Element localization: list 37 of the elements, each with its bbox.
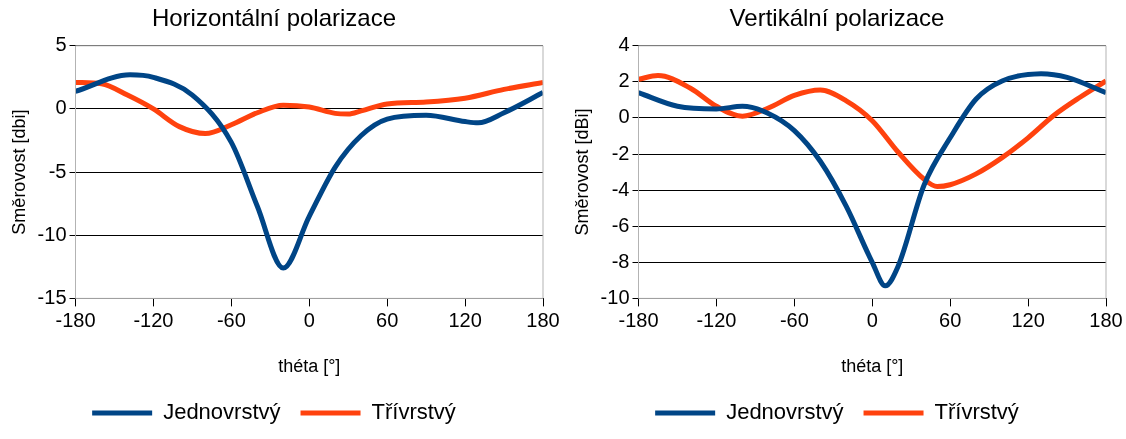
legend-label: Jednovrstvý xyxy=(163,399,281,425)
legend-label: Třívrstvý xyxy=(371,399,456,425)
y-tick-label: 0 xyxy=(618,105,630,128)
y-axis-title: Směrovost [dbi] xyxy=(8,109,29,235)
y-tick-label: -8 xyxy=(611,249,630,272)
x-tick-label: -180 xyxy=(618,308,659,331)
x-tick-label: -120 xyxy=(133,308,174,331)
x-tick-label: 180 xyxy=(526,308,560,331)
x-tick-label: 0 xyxy=(303,308,315,331)
y-tick-label: 0 xyxy=(55,96,67,119)
x-axis-title: théta [°] xyxy=(841,356,904,377)
x-tick-label: 0 xyxy=(866,308,878,331)
y-tick-label: -10 xyxy=(37,222,67,245)
y-tick-label: 5 xyxy=(55,33,67,56)
x-tick-label: 60 xyxy=(939,308,962,331)
y-tick-label: 4 xyxy=(618,33,630,56)
y-tick-label: -2 xyxy=(611,141,630,164)
y-tick-label: 2 xyxy=(618,69,630,92)
x-tick-label: -60 xyxy=(216,308,246,331)
y-tick-label: -6 xyxy=(611,213,630,236)
chart-title: Vertikální polarizace xyxy=(729,4,945,32)
x-axis-title: théta [°] xyxy=(278,356,341,377)
legend-label: Třívrstvý xyxy=(934,399,1019,425)
y-tick-label: -5 xyxy=(48,159,67,182)
legend-label: Jednovrstvý xyxy=(726,399,844,425)
x-tick-label: 60 xyxy=(376,308,399,331)
x-tick-label: -60 xyxy=(779,308,809,331)
y-tick-label: -15 xyxy=(37,285,67,308)
x-tick-label: -180 xyxy=(55,308,96,331)
chart-title: Horizontální polarizace xyxy=(151,4,397,32)
x-tick-label: 180 xyxy=(1089,308,1123,331)
x-tick-label: 120 xyxy=(1011,308,1045,331)
y-tick-label: -4 xyxy=(611,177,630,200)
y-axis-title: Směrovost [dBi] xyxy=(571,108,592,236)
x-tick-label: -120 xyxy=(696,308,737,331)
x-tick-label: 120 xyxy=(448,308,482,331)
y-tick-label: -10 xyxy=(600,285,630,308)
